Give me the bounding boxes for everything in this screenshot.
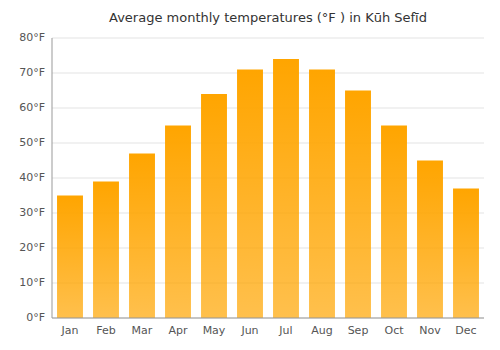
bar <box>345 91 371 319</box>
y-axis: 0°F 10°F 20°F 30°F 40°F 50°F 60°F 70°F 80°F <box>19 31 45 324</box>
x-tick-label: Sep <box>348 324 369 337</box>
bar <box>381 126 407 319</box>
y-axis-line <box>52 38 53 318</box>
bar <box>453 189 479 319</box>
bar <box>201 94 227 318</box>
bar <box>165 126 191 319</box>
x-tick-label: Feb <box>96 324 115 337</box>
bar <box>237 70 263 319</box>
grid-line <box>52 143 484 144</box>
grid-line <box>52 38 484 39</box>
grid <box>52 38 484 318</box>
y-tick-label: 50°F <box>19 136 45 149</box>
bar <box>129 154 155 319</box>
x-tick-label: Jul <box>278 324 292 337</box>
x-tick-label: Apr <box>168 324 188 337</box>
y-tick-label: 40°F <box>19 171 45 184</box>
x-axis-line <box>52 318 484 319</box>
y-tick-label: 10°F <box>19 276 45 289</box>
x-tick-label: May <box>203 324 226 337</box>
y-tick-label: 70°F <box>19 66 45 79</box>
x-tick-label: Aug <box>311 324 332 337</box>
grid-line <box>52 108 484 109</box>
grid-line <box>52 73 484 74</box>
title: Average monthly temperatures (°F ) in Kū… <box>109 10 427 25</box>
bars <box>57 59 479 318</box>
bar <box>93 182 119 319</box>
x-tick-label: Oct <box>384 324 404 337</box>
bar <box>57 196 83 319</box>
bar <box>309 70 335 319</box>
y-tick-label: 30°F <box>19 206 45 219</box>
y-tick-label: 80°F <box>19 31 45 44</box>
x-axis: Jan Feb Mar Apr May Jun Jul Aug Sep Oct Nov Dec <box>61 324 477 337</box>
x-tick-label: Nov <box>419 324 441 337</box>
bar <box>417 161 443 319</box>
y-tick-label: 0°F <box>26 311 45 324</box>
chart: 0°F 10°F 20°F 30°F 40°F 50°F 60°F 70°F 80°F Jan Fe… <box>0 0 500 350</box>
grid-line <box>52 318 484 319</box>
x-tick-label: Dec <box>455 324 476 337</box>
bar <box>273 59 299 318</box>
y-tick-label: 20°F <box>19 241 45 254</box>
y-tick-label: 60°F <box>19 101 45 114</box>
chart-container: 0°F 10°F 20°F 30°F 40°F 50°F 60°F 70°F 80°F Jan Fe… <box>0 0 500 350</box>
x-tick-label: Jun <box>240 324 258 337</box>
x-tick-label: Jan <box>61 324 79 337</box>
x-tick-label: Mar <box>132 324 153 337</box>
